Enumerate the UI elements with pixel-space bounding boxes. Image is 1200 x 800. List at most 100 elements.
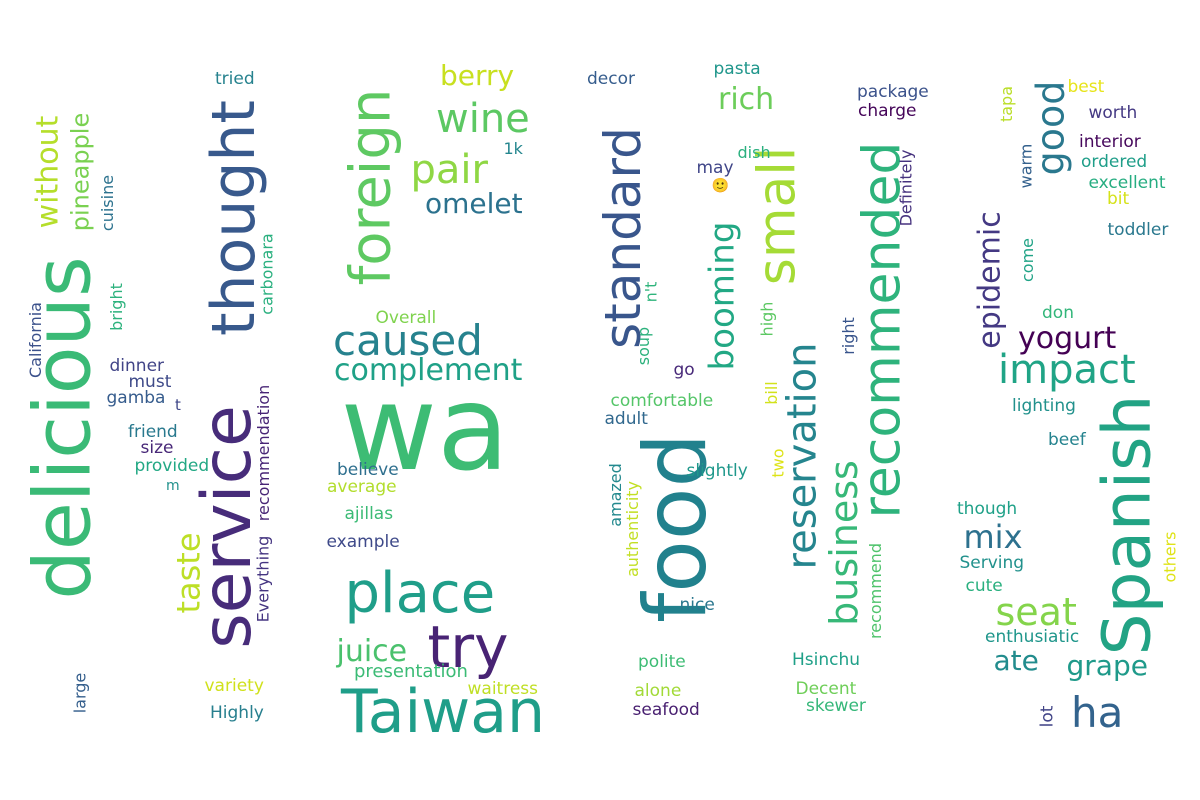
word-omelet: omelet [425,187,523,220]
word-t: t [175,395,181,414]
word-interior: interior [1079,131,1141,152]
word-grape: grape [1066,649,1148,682]
word-everything: Everything [252,535,272,623]
word-comfortable: comfortable [610,390,714,411]
word-two: two [768,448,788,478]
word-mix: mix [963,518,1023,556]
word-caused: caused [333,316,483,365]
word-n-t: n't [640,281,660,303]
word-come: come [1018,237,1038,283]
word-lot: lot [1037,705,1058,727]
word-variety: variety [204,675,264,696]
word-average: average [327,476,397,497]
word-ate: ate [993,644,1039,677]
word-taste: taste [169,532,208,614]
word-definitely: Definitely [895,149,915,227]
word-impact: impact [998,347,1136,393]
word-standard: standard [593,127,652,349]
word-waitress: waitress [467,678,539,699]
word-reservation: reservation [778,342,825,570]
word-wine: wine [436,96,530,142]
word-small: small [746,146,807,286]
word-example: example [326,531,400,552]
word-complement: complement [334,353,523,388]
word-adult: adult [604,408,648,429]
word-warm: warm [1015,143,1035,189]
word-package: package [857,81,929,102]
word-provided: provided [134,455,210,476]
word-serving: Serving [959,552,1025,573]
word-foreign: foreign [337,88,403,286]
word-carbonara: carbonara [257,233,277,315]
word-charge: charge [858,100,917,121]
word-without: without [29,115,65,229]
word-size: size [140,437,174,458]
word-good: good [1027,80,1072,176]
word-berry: berry [440,59,515,92]
word-pair: pair [410,147,488,193]
word-california: California [25,302,45,378]
word-decor: decor [587,68,635,89]
word-decent: Decent [795,678,857,699]
word-enthusiatic: enthusiatic [985,626,1080,647]
word-skewer: skewer [806,695,866,716]
word-wa: wa [340,359,510,497]
word-amazed: amazed [605,463,625,527]
word-ordered: ordered [1081,151,1148,172]
word-pineapple: pineapple [65,112,94,232]
word-presentation: presentation [354,661,468,682]
word-bit: bit [1107,188,1130,209]
word-soup: soup [634,326,654,366]
word-try: try [427,613,509,681]
word-yogurt: yogurt [1018,321,1117,356]
word-alone: alone [634,680,682,701]
word-juice: juice [336,634,408,669]
word-highly: Highly [210,702,264,723]
word-business: business [821,460,866,626]
word-recommendation: recommendation [254,384,274,522]
word-dinner: dinner [109,355,165,376]
word-must: must [128,371,172,392]
word-overall: Overall [375,307,437,328]
word-seafood: seafood [632,699,700,720]
word-cute: cute [965,575,1003,596]
word-booming: booming [701,221,742,371]
word-place: place [344,561,496,626]
word-tapa: tapa [997,85,1017,123]
word-nice: nice [679,594,715,615]
word-toddler: toddler [1107,219,1169,240]
word-gamba: gamba [106,387,166,408]
word-tried: tried [215,68,255,89]
word-bright: bright [106,283,126,331]
word-epidemic: epidemic [972,211,1008,349]
word-cuisine: cuisine [98,174,118,232]
word-1k: 1k [503,139,523,158]
word-excellent: excellent [1088,172,1166,193]
word-dish: dish [737,143,771,162]
word-high: high [756,301,776,337]
word-taiwan: Taiwan [341,677,546,747]
word-emoji: 🙂 [711,178,729,194]
word-go: go [673,359,695,380]
word-recommend: recommend [865,543,885,639]
word-polite: polite [638,651,686,672]
word-though: though [957,498,1018,519]
word-others: others [1159,531,1179,583]
word-may: may [696,157,734,178]
word-best: best [1067,76,1105,97]
word-m: m [166,478,180,494]
word-hsinchu: Hsinchu [792,649,861,670]
word-authenticity: authenticity [623,480,643,578]
word-slightly: slightly [686,460,748,481]
word-beef: beef [1048,429,1086,450]
word-thought: thought [198,100,269,336]
word-spanish: Spanish [1087,394,1165,656]
word-pasta: pasta [713,58,761,79]
word-seat: seat [995,590,1077,634]
word-ha: ha [1071,688,1124,737]
word-friend: friend [128,421,178,442]
word-rich: rich [718,82,775,117]
word-bill: bill [761,381,781,405]
word-ajillas: ajillas [344,503,394,524]
